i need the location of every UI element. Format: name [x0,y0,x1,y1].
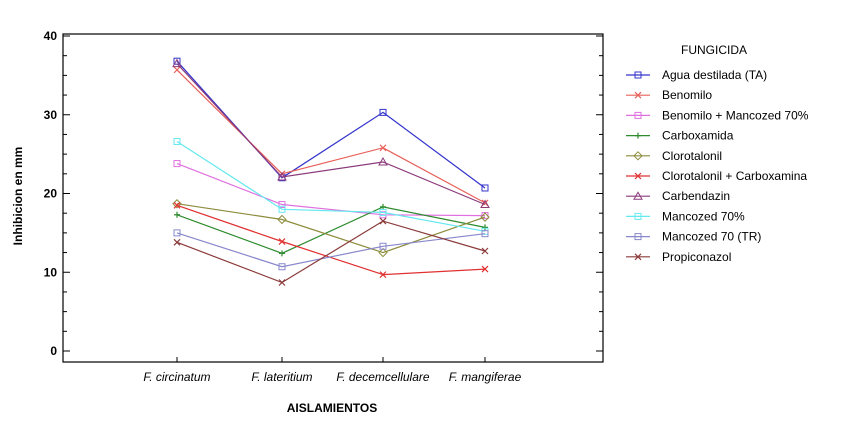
data-point [379,242,387,250]
x-tick-label: F. mangiferae [449,370,522,384]
series-line-7 [176,63,486,206]
data-point [378,247,388,258]
series-line-6 [176,204,486,276]
series-line-1 [176,60,486,189]
legend-entry: Clorotalonil [626,149,722,163]
legend-title: FUNGICIDA [681,43,747,57]
series-line-5 [176,203,486,254]
legend-label: Benomilo [662,88,712,102]
series-line-10 [176,220,486,284]
legend-label: Benomilo + Mancozed 70% [662,108,809,122]
data-point [380,203,386,210]
data-point [278,238,286,245]
legend-entry: Mancozed 70% [626,209,745,223]
legend-label: Carboxamida [662,129,734,143]
legend-entry: Carboxamida [626,129,734,143]
y-axis-label: Inhibicion en mm [11,147,25,246]
y-tick-label: 30 [44,108,58,122]
data-point [480,199,490,209]
legend-entry: Clorotalonil + Carboxamina [626,169,807,183]
legend-label: Mancozed 70 (TR) [662,230,761,244]
data-point [173,138,181,146]
legend-label: Clorotalonil + Carboxamina [662,169,807,183]
data-point [173,229,181,237]
legend-marker [633,151,643,161]
data-point [277,214,287,225]
legend-marker [634,253,642,261]
data-point [379,144,387,152]
legend-label: Agua destilada (TA) [662,68,767,82]
legend-marker [634,111,642,119]
data-point [174,211,180,218]
plot-frame [62,33,604,363]
series-line-9 [176,232,486,268]
legend-marker [634,172,642,180]
legend-entry: Agua destilada (TA) [626,68,767,82]
data-point [278,201,286,209]
legend-entry: Benomilo [626,88,712,102]
data-point [173,201,181,209]
data-point [481,265,489,273]
data-point [379,217,387,225]
data-point [481,184,489,192]
data-point [378,156,388,166]
data-point [379,271,387,279]
data-point [278,205,286,213]
plot-area: 0 10 20 30 40 F. circinatum F. lateritium F. de… [44,29,604,384]
legend: FUNGICIDA Agua destilada (TA) Benomilo Ben… [626,43,809,264]
series-line-4 [176,206,486,254]
legend-marker [634,212,642,220]
data-point [379,108,387,116]
legend-label: Mancozed 70% [662,209,745,223]
y-tick-label: 10 [44,265,58,279]
data-point [480,212,490,222]
data-point [279,250,285,257]
legend-marker [633,191,643,200]
legend-marker [634,233,642,241]
legend-label: Clorotalonil [662,149,722,163]
data-point [277,171,287,181]
x-tick-label: F. lateritium [251,370,312,384]
data-point [481,247,489,255]
legend-marker [634,71,642,79]
legend-label: Carbendazin [662,189,730,203]
series-line-3 [176,163,486,217]
data-point [278,279,286,286]
x-tick-label: F. circinatum [143,370,210,384]
data-point [379,208,387,216]
data-point [482,224,488,231]
legend-marker [635,132,641,139]
legend-entry: Propiconazol [626,250,731,264]
data-point [173,160,181,168]
y-tick-label: 20 [44,187,58,201]
data-point [173,238,181,246]
legend-marker [634,91,642,99]
legend-label: Propiconazol [662,250,731,264]
x-tick-label: F. decemcellulare [336,370,429,384]
series-line-8 [176,140,486,232]
y-tick-label: 40 [44,29,58,43]
x-axis-label: AISLAMIENTOS [287,401,377,415]
data-point [172,58,182,68]
data-point [278,263,286,271]
legend-entry: Benomilo + Mancozed 70% [626,108,809,122]
legend-entry: Carbendazin [626,189,730,203]
legend-entry: Mancozed 70 (TR) [626,230,761,244]
data-point [481,230,489,238]
data-point [173,66,181,74]
series-line-2 [176,69,486,204]
y-tick-label: 0 [50,344,57,358]
